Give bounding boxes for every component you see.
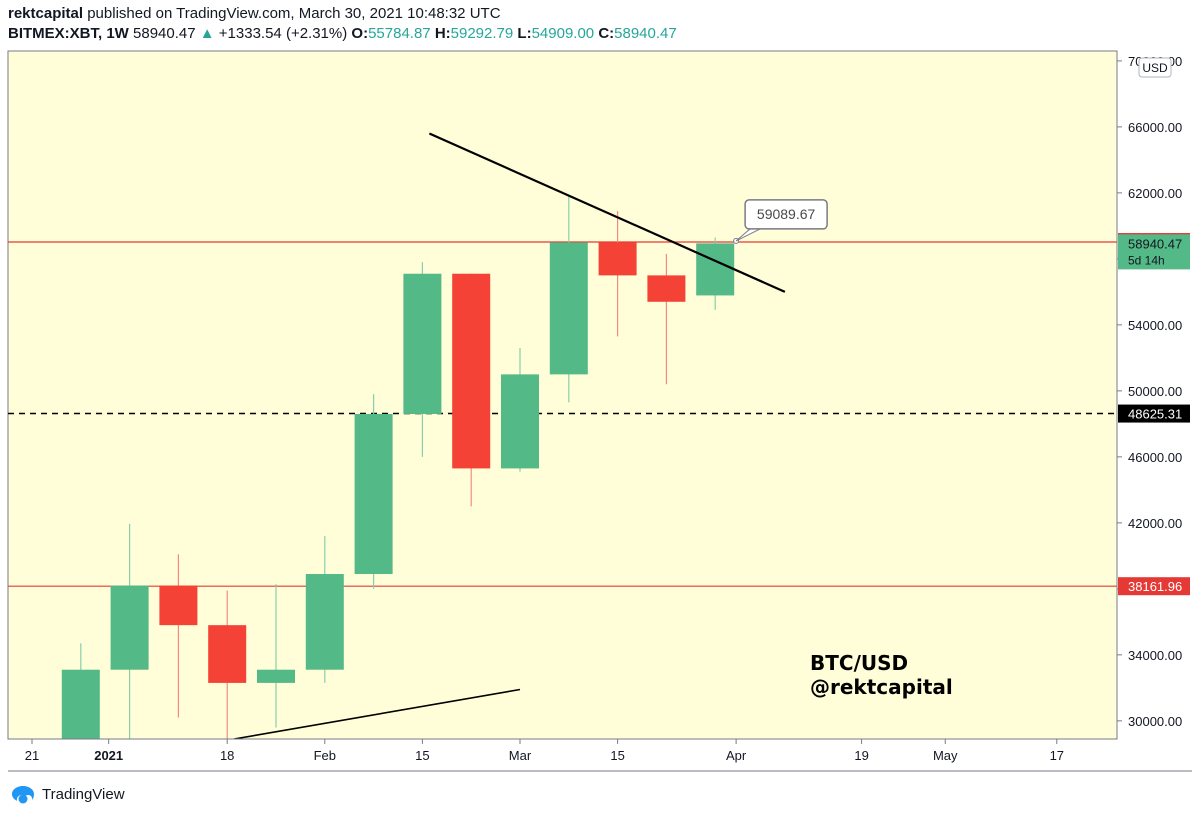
ohlc-line: BITMEX:XBT, 1W 58940.47 ▲ +1333.54 (+2.3… (8, 24, 1192, 44)
x-tick-label: 21 (25, 748, 39, 763)
level-price-text: 48625.31 (1128, 407, 1182, 422)
price-axis[interactable]: 30000.0034000.0038000.0042000.0046000.00… (1116, 51, 1182, 739)
author-annotation: @rektcapital (810, 675, 953, 699)
countdown-text: 5d 14h (1128, 253, 1165, 267)
candle-body (354, 413, 393, 575)
currency-label: USD (1142, 61, 1168, 75)
trend-line (428, 132, 786, 293)
up-triangle-icon: ▲ (199, 25, 215, 42)
high-value: 59292.79 (450, 25, 514, 42)
candle-body (305, 574, 344, 670)
time-axis[interactable]: 21 2021 18 Feb 15 Mar 15 Apr 19 May 17 (8, 738, 1192, 772)
trend-lines (234, 132, 786, 740)
candle-body (696, 243, 735, 296)
y-tick-label: 66000.00 (1128, 120, 1182, 135)
tradingview-logo-icon[interactable] (10, 783, 36, 805)
publish-line: rektcapital published on TradingView.com… (8, 4, 1192, 24)
current-price-tag (1118, 234, 1190, 270)
x-tick-label: 18 (220, 748, 234, 763)
candle-body (159, 585, 198, 626)
pair-annotation: BTC/USD (810, 651, 908, 675)
currency-badge[interactable]: USD (1138, 57, 1172, 78)
candle-body (549, 242, 588, 375)
trend-line (234, 688, 521, 740)
candle-body (501, 374, 539, 469)
plot-area[interactable] (7, 50, 1118, 740)
candle-body (110, 585, 149, 670)
high-label: H: (434, 25, 451, 42)
callout-box (744, 199, 828, 230)
y-tick-label: 62000.00 (1128, 186, 1182, 201)
close-value: 58940.47 (614, 25, 677, 42)
publisher-name[interactable]: rektcapital (8, 5, 84, 22)
annotation-text: BTC/USD @rektcapital (810, 651, 953, 699)
candle-body (452, 273, 491, 469)
candle-body (61, 669, 100, 739)
x-tick-label: Apr (726, 748, 747, 763)
y-tick-label: 34000.00 (1128, 648, 1182, 663)
open-label: O: (351, 25, 369, 42)
published-text: published on TradingView.com, March 30, … (87, 5, 501, 22)
x-tick-label: May (933, 748, 958, 763)
x-tick-label: 15 (415, 748, 429, 763)
close-label: C: (598, 25, 615, 42)
chart-header: rektcapital published on TradingView.com… (8, 4, 1192, 44)
candles (61, 196, 735, 739)
last-price: 58940.47 (133, 25, 196, 42)
x-tick-label: 17 (1050, 748, 1064, 763)
y-tick-label: 30000.00 (1128, 714, 1182, 729)
y-tick-label: 54000.00 (1128, 318, 1182, 333)
candle-body (403, 273, 442, 414)
x-tick-label: 15 (610, 748, 624, 763)
level-price-tag (1118, 577, 1190, 596)
y-tick-label: 46000.00 (1128, 450, 1182, 465)
candle-body (208, 625, 247, 683)
x-tick-label: Mar (509, 748, 532, 763)
level-price-tag (1118, 404, 1190, 423)
candle-body (647, 275, 686, 302)
y-tick-label: 42000.00 (1128, 516, 1182, 531)
price-change: +1333.54 (+2.31%) (218, 25, 348, 42)
level-price-text: 38161.96 (1128, 579, 1182, 594)
x-tick-label: 2021 (94, 748, 123, 763)
symbol-label: BITMEX:XBT, 1W (8, 25, 129, 42)
footer: TradingView (10, 782, 125, 806)
price-callout: 59089.67 (733, 199, 828, 244)
low-value: 54909.00 (531, 25, 595, 42)
low-label: L: (517, 25, 532, 42)
open-value: 55784.87 (368, 25, 431, 42)
y-tick-label: 50000.00 (1128, 384, 1182, 399)
x-tick-label: Feb (314, 748, 336, 763)
candle-body (257, 669, 295, 683)
tradingview-brand[interactable]: TradingView (42, 785, 125, 803)
current-price-text: 58940.47 (1128, 236, 1182, 251)
candle-body (598, 242, 637, 276)
callout-value: 59089.67 (757, 206, 816, 222)
x-tick-label: 19 (854, 748, 868, 763)
